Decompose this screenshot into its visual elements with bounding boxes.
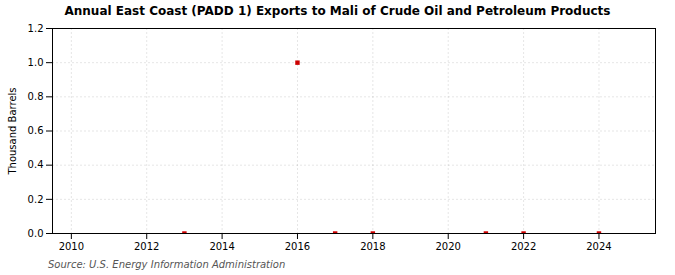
svg-text:0.6: 0.6 xyxy=(28,125,44,136)
svg-text:Thousand Barrels: Thousand Barrels xyxy=(7,87,18,175)
svg-text:2018: 2018 xyxy=(360,241,385,252)
svg-text:0.0: 0.0 xyxy=(28,228,44,239)
svg-text:2014: 2014 xyxy=(209,241,234,252)
svg-text:2010: 2010 xyxy=(59,241,84,252)
html-text:Annual East Coast (PADD 1) Exp: Annual East Coast (PADD 1) Exports to Ma… xyxy=(64,4,611,18)
html-text:Source: U.S. Energy Informatio: Source: U.S. Energy Information Administ… xyxy=(48,259,286,270)
svg-text:2012: 2012 xyxy=(134,241,159,252)
svg-text:2024: 2024 xyxy=(586,241,611,252)
svg-text:0.2: 0.2 xyxy=(28,194,44,205)
svg-text:2016: 2016 xyxy=(285,241,310,252)
svg-text:0.4: 0.4 xyxy=(28,159,44,170)
svg-text:1.0: 1.0 xyxy=(28,57,44,68)
svg-text:2020: 2020 xyxy=(435,241,460,252)
svg-text:0.8: 0.8 xyxy=(28,91,44,102)
svg-text:2022: 2022 xyxy=(511,241,536,252)
svg-text:1.2: 1.2 xyxy=(28,23,44,34)
